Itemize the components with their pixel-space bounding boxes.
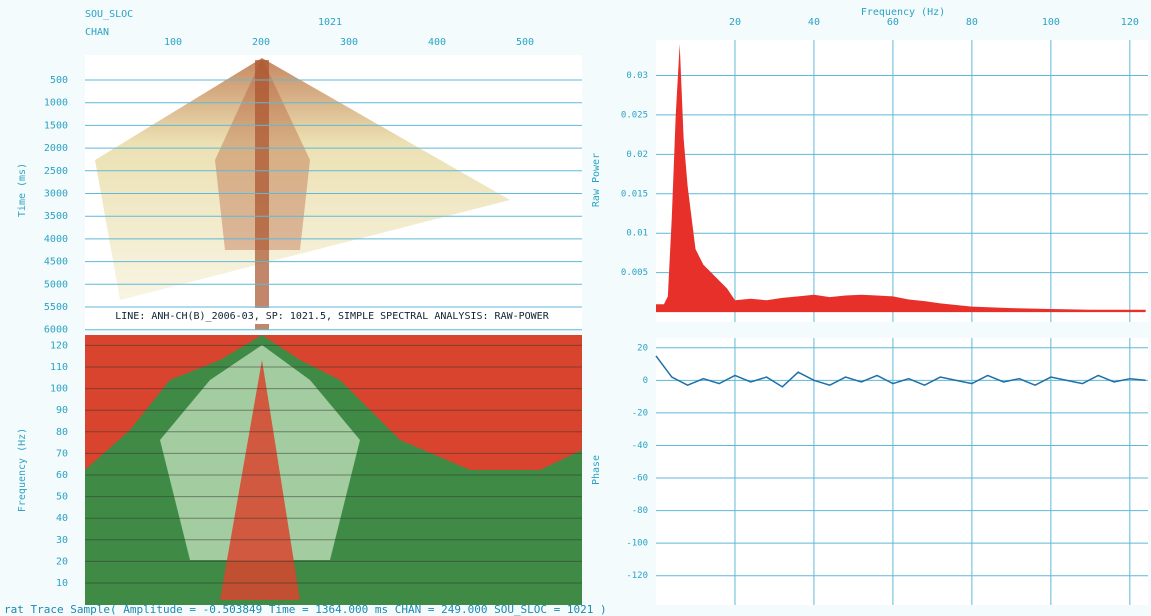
y-tick-label: -80 (632, 506, 648, 516)
y-tick-label: 5500 (44, 302, 68, 313)
y-tick-label: 10 (56, 578, 68, 589)
y-tick-label: 4500 (44, 257, 68, 268)
y-tick-label: 110 (50, 362, 68, 373)
y-tick-label: 3000 (44, 189, 68, 200)
y-tick-label: 1000 (44, 98, 68, 109)
y-tick-label: -100 (626, 539, 648, 549)
status-bar: rat Trace Sample( Amplitude = -0.503849 … (4, 603, 607, 616)
sloc-label: SOU_SLOC (85, 9, 133, 20)
x-tick-label: 100 (164, 37, 182, 48)
x-tick-label: 120 (1121, 17, 1139, 28)
power-area (656, 43, 1146, 313)
x-tick-label: 400 (428, 37, 446, 48)
y-tick-label: 40 (56, 513, 68, 524)
y-tick-label: -40 (632, 441, 648, 451)
y-tick-label: 20 (56, 556, 68, 567)
y-tick-label: 2000 (44, 143, 68, 154)
y-tick-label: 30 (56, 535, 68, 546)
y-tick-label: -20 (632, 408, 648, 418)
y-tick-label: 90 (56, 405, 68, 416)
caption-box (95, 308, 570, 324)
y-tick-label: 0.025 (621, 110, 648, 120)
y-tick-label: 0.02 (626, 150, 648, 160)
y-tick-label: -120 (626, 571, 648, 581)
y-tick-label: 4000 (44, 234, 68, 245)
y-tick-label: 60 (56, 470, 68, 481)
y-tick-label: -60 (632, 474, 648, 484)
x-tick-label: 40 (808, 17, 820, 28)
y-tick-label: 2500 (44, 166, 68, 177)
y-tick-label: 3500 (44, 211, 68, 222)
sloc-value: 1021 (318, 17, 342, 28)
y-tick-label: 50 (56, 492, 68, 503)
x-tick-label: 20 (729, 17, 741, 28)
power-panel (656, 40, 1148, 322)
x-axis-label: Frequency (Hz) (861, 7, 945, 18)
x-tick-label: 300 (340, 37, 358, 48)
phase-line (655, 355, 1146, 388)
y-tick-label: 120 (50, 340, 68, 351)
phase-panel (656, 338, 1148, 605)
y-axis-label: Frequency (Hz) (17, 428, 28, 512)
x-tick-label: 100 (1042, 17, 1060, 28)
y-axis-label: Time (ms) (17, 163, 28, 217)
y-tick-label: 0.01 (626, 229, 648, 239)
y-tick-label: 70 (56, 448, 68, 459)
y-tick-label: 6000 (44, 325, 68, 336)
y-tick-label: 20 (637, 343, 648, 353)
y-tick-label: 0.015 (621, 189, 648, 199)
gather-image (95, 58, 510, 300)
gather-image (255, 60, 269, 330)
y-tick-label: 5000 (44, 279, 68, 290)
x-tick-label: 500 (516, 37, 534, 48)
chan-label: CHAN (85, 27, 109, 38)
x-tick-label: 200 (252, 37, 270, 48)
y-axis-label: Raw Power (591, 153, 602, 207)
y-tick-label: 80 (56, 427, 68, 438)
x-tick-label: 80 (966, 17, 978, 28)
y-tick-label: 0.005 (621, 268, 648, 278)
gather-image (215, 58, 310, 250)
y-tick-label: 500 (50, 75, 68, 86)
y-tick-label: 100 (50, 384, 68, 395)
y-axis-label: Phase (591, 455, 602, 485)
caption: LINE: ANH-CH(B)_2006-03, SP: 1021.5, SIM… (115, 311, 549, 322)
y-tick-label: 0 (643, 376, 648, 386)
y-tick-label: 0.03 (626, 71, 648, 81)
x-tick-label: 60 (887, 17, 899, 28)
y-tick-label: 1500 (44, 120, 68, 131)
